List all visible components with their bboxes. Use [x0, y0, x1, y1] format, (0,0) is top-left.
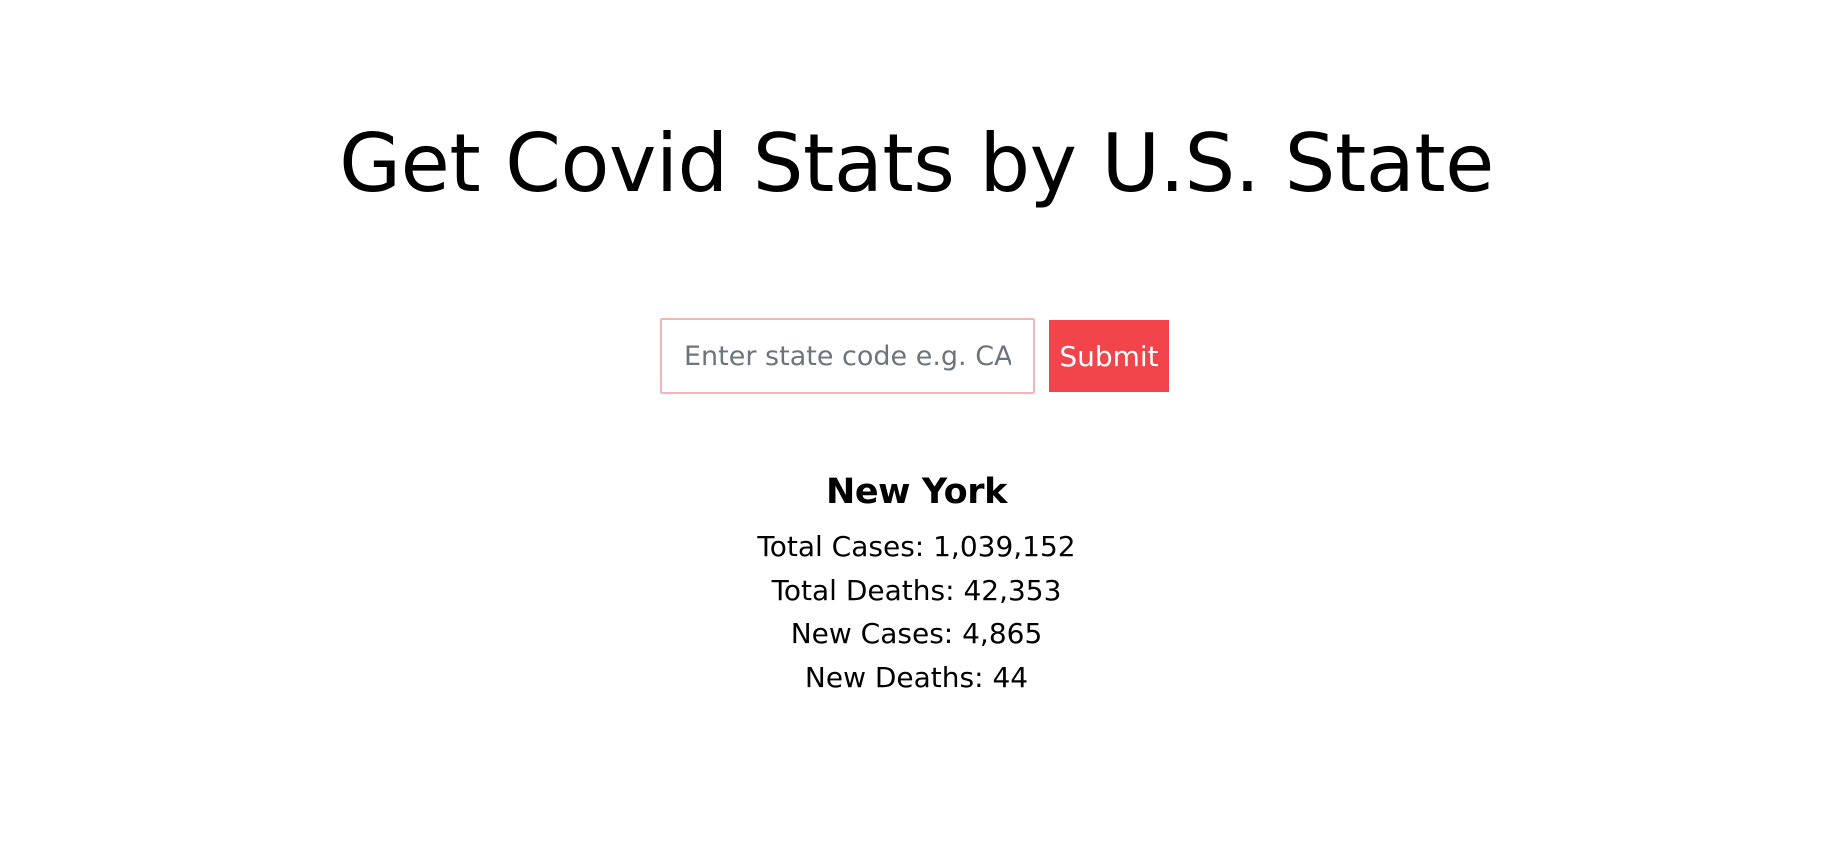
stats-list: Total Cases: 1,039,152 Total Deaths: 42,… [0, 525, 1833, 699]
state-code-input[interactable] [660, 318, 1035, 394]
total-cases-stat: Total Cases: 1,039,152 [757, 530, 1076, 563]
new-deaths-stat: New Deaths: 44 [804, 660, 1029, 694]
state-name: New York [825, 472, 1008, 512]
submit-button[interactable]: Submit [1049, 320, 1169, 392]
total-deaths-stat: Total Deaths: 42,353 [771, 573, 1062, 607]
new-cases-stat: New Cases: 4,865 [790, 617, 1043, 650]
state-search-form: Submit [0, 318, 1833, 394]
page-title: Get Covid Stats by U.S. State [339, 117, 1494, 210]
stats-results: New York Total Cases: 1,039,152 Total De… [0, 467, 1833, 699]
